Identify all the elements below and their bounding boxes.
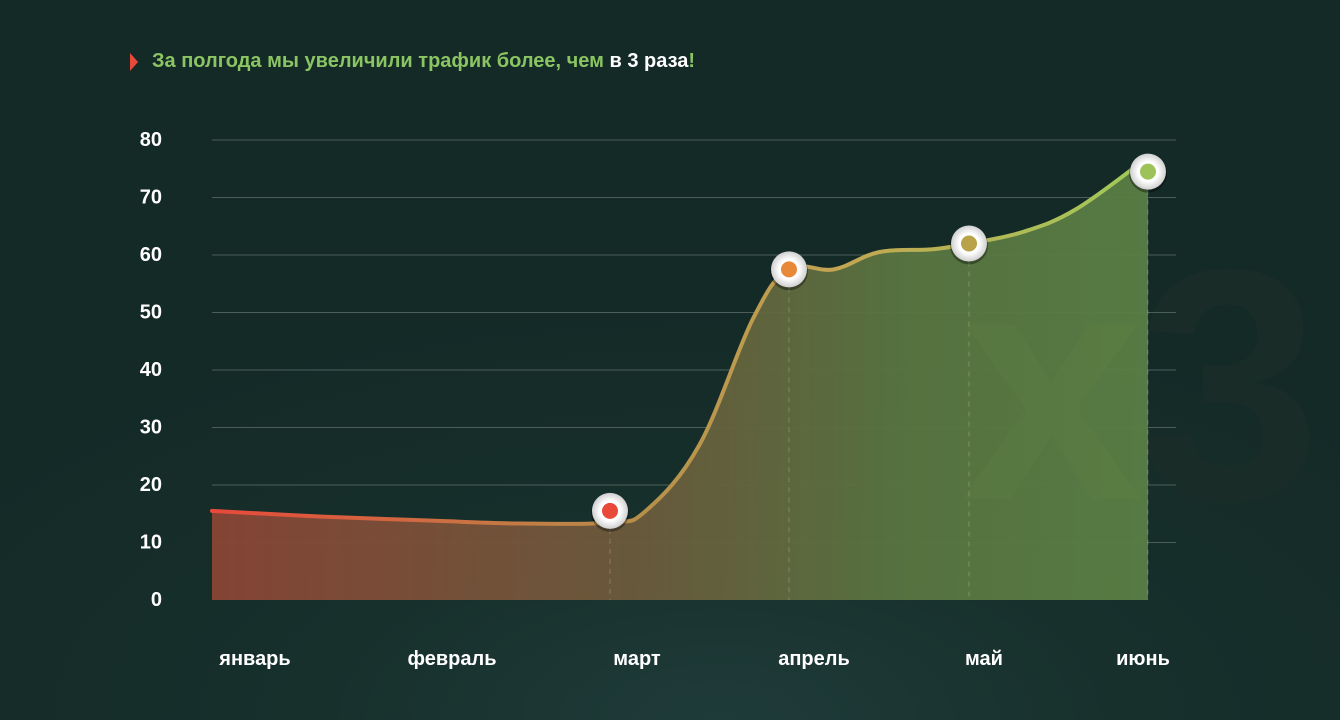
data-point-marker [770, 251, 808, 291]
headline-highlight: в 3 раза [609, 50, 689, 72]
data-point-marker [591, 492, 629, 532]
y-tick-label: 60 [140, 244, 162, 266]
headline-suffix: ! [688, 50, 696, 72]
x-axis-ticks: январь февраль март апрель май июнь [218, 648, 1170, 670]
x-tick-label: апрель [778, 648, 850, 670]
x-tick-label: июнь [1116, 648, 1170, 670]
y-tick-label: 80 [140, 129, 162, 151]
y-tick-label: 10 [140, 532, 162, 554]
x-tick-label: февраль [408, 648, 497, 670]
y-axis-ticks: 80 70 60 50 40 30 20 10 0 [140, 129, 162, 611]
y-tick-label: 40 [140, 359, 162, 381]
y-tick-label: 20 [140, 474, 162, 496]
marker-dot [781, 261, 797, 278]
area-layer [210, 155, 1150, 600]
marker-dot [602, 502, 618, 519]
data-point-marker [1129, 153, 1167, 193]
y-tick-label: 0 [151, 589, 162, 611]
y-tick-label: 30 [140, 417, 162, 439]
data-point-marker [950, 225, 988, 265]
marker-dot [1140, 163, 1156, 180]
y-tick-label: 70 [140, 187, 162, 209]
marker-guide-lines [609, 189, 1149, 600]
x-tick-label: январь [218, 648, 290, 670]
background-3-digit: 3 [1137, 200, 1322, 569]
x-tick-label: май [965, 648, 1003, 670]
headline-text: За полгода мы увеличили трафик более, че… [152, 50, 610, 72]
chart-headline: За полгода мы увеличили трафик более, че… [130, 50, 695, 73]
red-triangle-marker [130, 52, 138, 71]
area-fill [212, 157, 1148, 600]
y-tick-label: 50 [140, 302, 162, 324]
marker-dot [961, 235, 977, 252]
x-tick-label: март [613, 648, 661, 670]
series-line [210, 155, 1150, 526]
data-markers [591, 153, 1167, 532]
